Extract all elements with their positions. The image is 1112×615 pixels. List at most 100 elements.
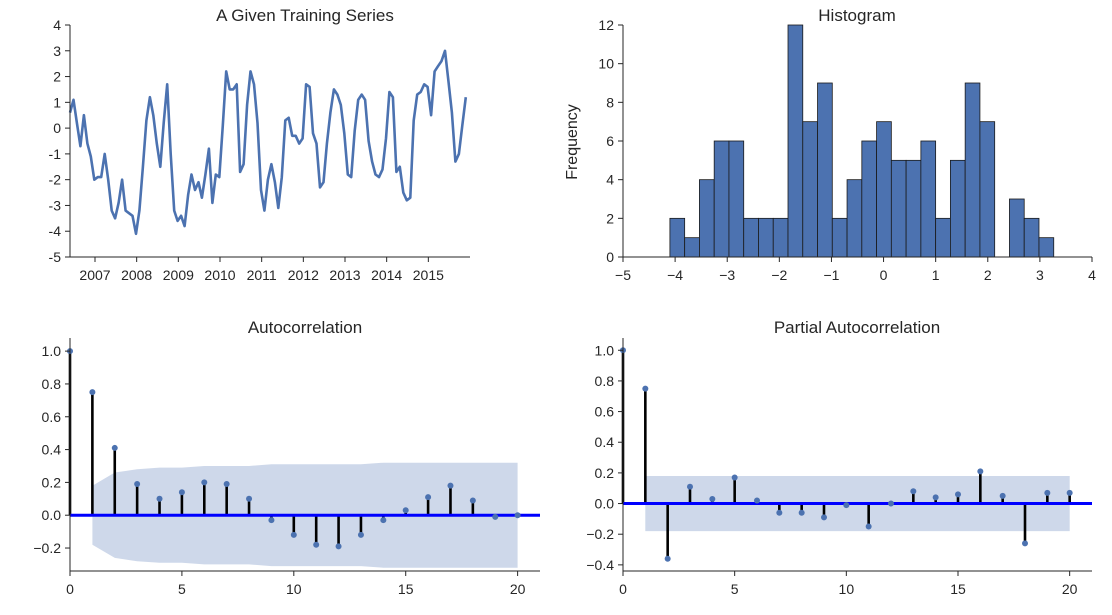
histogram-bar <box>772 217 789 258</box>
panel-partial-autocorrelation: −0.4 −0.2 0.0 0.2 0.4 0.6 0.8 1.0 0 5 10 15 20 <box>586 338 1092 597</box>
pacf-x-tick-label: 20 <box>1062 581 1078 597</box>
pacf-y-tick-label: 1.0 <box>595 342 615 358</box>
acf-y-tick-label: 0.0 <box>42 507 62 523</box>
hist-x-tick-label: −2 <box>771 267 787 283</box>
acf-x-tick-label: 15 <box>398 581 414 597</box>
pacf-x-tick-label: 0 <box>619 581 627 597</box>
histogram-bar <box>890 159 907 258</box>
histogram-bar <box>802 121 818 258</box>
acf-y-tick-label: 1.0 <box>42 343 62 359</box>
pacf-marker <box>709 495 716 502</box>
histogram-bar <box>817 82 833 258</box>
pacf-marker <box>642 385 649 392</box>
hist-y-tick-label: 6 <box>606 133 614 149</box>
pacf-marker <box>977 468 984 475</box>
pacf-marker <box>999 492 1006 499</box>
title-autocorrelation: Autocorrelation <box>248 318 362 337</box>
pacf-marker <box>955 491 961 498</box>
acf-marker <box>290 531 297 538</box>
title-training-series: A Given Training Series <box>216 6 394 25</box>
acf-x-tick-label: 0 <box>66 581 74 597</box>
series-y-tick-label: -5 <box>49 249 62 265</box>
histogram-bar <box>669 217 686 258</box>
histogram-bar <box>964 82 981 258</box>
pacf-marker <box>843 502 850 509</box>
acf-marker <box>201 479 208 486</box>
series-x-tick-label: 2008 <box>121 267 152 283</box>
pacf-y-tick-label: −0.2 <box>586 526 614 542</box>
pacf-x-tick-label: 5 <box>731 581 739 597</box>
pacf-y-tick-label: 0.8 <box>595 373 615 389</box>
acf-marker <box>134 481 141 488</box>
hist-x-tick-label: 1 <box>932 267 940 283</box>
pacf-marker <box>932 494 939 501</box>
acf-marker <box>111 444 118 451</box>
acf-marker <box>380 517 387 524</box>
acf-marker <box>447 482 454 489</box>
series-y-tick-label: -3 <box>49 197 62 213</box>
panel-training-series: -5 -4 -3 -2 -1 0 1 2 3 4 2007 2008 2009 2010 2011 2012 2… <box>49 17 470 283</box>
series-x-tick-label: 2011 <box>247 267 277 283</box>
histogram-bar <box>684 237 700 258</box>
acf-y-tick-label: −0.2 <box>33 540 61 556</box>
pacf-y-tick-label: 0.0 <box>595 496 615 512</box>
histogram-bar <box>831 217 848 258</box>
pacf-marker <box>1022 540 1028 547</box>
series-y-tick-label: -4 <box>49 223 62 239</box>
pacf-x-tick-label: 10 <box>839 581 855 597</box>
acf-marker <box>178 489 185 496</box>
pacf-marker <box>821 514 827 521</box>
acf-marker <box>313 541 320 548</box>
histogram-bar <box>728 140 745 258</box>
pacf-marker <box>1066 489 1073 496</box>
acf-marker <box>89 389 96 396</box>
acf-marker <box>357 531 364 538</box>
pacf-x-tick-label: 15 <box>950 581 966 597</box>
histogram-bar <box>949 159 966 258</box>
series-y-tick-label: -1 <box>49 146 62 162</box>
histogram-bar <box>1038 237 1055 258</box>
series-y-tick-label: 4 <box>53 17 61 33</box>
pacf-marker <box>798 509 805 516</box>
histogram-bar <box>787 24 804 258</box>
pacf-marker <box>888 500 894 507</box>
pacf-marker <box>664 555 671 562</box>
series-x-tick-label: 2010 <box>204 267 235 283</box>
series-x-tick-label: 2013 <box>329 267 360 283</box>
acf-y-tick-label: 0.6 <box>42 409 62 425</box>
pacf-marker <box>731 474 738 481</box>
acf-x-tick-label: 5 <box>178 581 186 597</box>
hist-x-tick-label: 2 <box>984 267 992 283</box>
acf-marker <box>425 494 432 501</box>
acf-marker <box>514 512 521 519</box>
hist-x-tick-label: 0 <box>880 267 888 283</box>
hist-y-tick-label: 4 <box>606 172 614 188</box>
pacf-marker <box>754 497 760 504</box>
series-y-tick-label: 0 <box>53 120 61 136</box>
histogram-bar <box>979 121 996 258</box>
series-y-tick-label: 1 <box>53 94 61 110</box>
pacf-y-tick-label: −0.4 <box>586 557 614 573</box>
acf-y-tick-label: 0.8 <box>42 376 62 392</box>
series-line <box>68 49 468 236</box>
acf-marker <box>156 495 163 502</box>
pacf-marker <box>1044 489 1051 496</box>
histogram-bar <box>876 121 892 258</box>
pacf-y-tick-label: 0.2 <box>595 465 615 481</box>
acf-y-tick-label: 0.2 <box>42 474 62 490</box>
pacf-marker <box>865 523 872 530</box>
acf-marker <box>268 517 275 524</box>
histogram-bar <box>905 159 922 258</box>
series-y-tick-label: 2 <box>53 69 61 85</box>
hist-x-tick-label: −4 <box>667 267 683 283</box>
acf-marker <box>492 513 499 520</box>
series-x-tick-label: 2012 <box>288 267 319 283</box>
pacf-marker <box>910 488 917 495</box>
series-x-tick-label: 2009 <box>163 267 194 283</box>
acf-y-tick-label: 0.4 <box>42 442 62 458</box>
histogram-bar <box>861 140 877 258</box>
pacf-marker <box>687 483 693 490</box>
hist-y-tick-label: 2 <box>606 210 614 226</box>
